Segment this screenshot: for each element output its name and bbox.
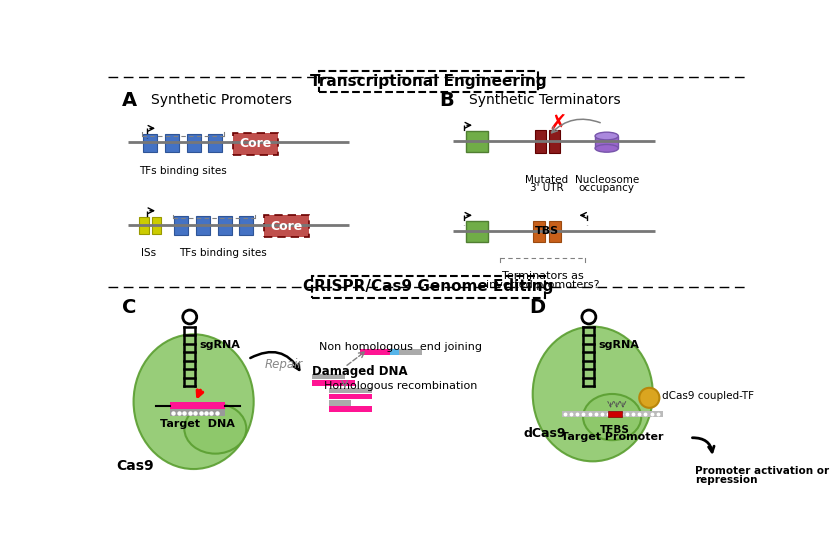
FancyBboxPatch shape (466, 131, 488, 152)
Bar (174, 216, 188, 235)
Circle shape (640, 388, 660, 408)
Bar (233, 133, 278, 155)
FancyBboxPatch shape (319, 71, 538, 92)
Text: D: D (529, 297, 545, 317)
FancyBboxPatch shape (466, 221, 488, 242)
Text: TFs binding sites: TFs binding sites (139, 166, 227, 176)
Text: Cas9: Cas9 (117, 459, 155, 473)
Bar (609, 411, 622, 417)
Bar (390, 349, 399, 355)
Bar (329, 388, 372, 393)
Text: Core: Core (239, 137, 272, 150)
Bar (329, 394, 372, 399)
Text: Non homologous  end joining: Non homologous end joining (319, 342, 482, 353)
Bar (143, 133, 157, 152)
Text: Target  DNA: Target DNA (160, 419, 235, 429)
Text: repression: repression (695, 475, 757, 485)
Bar (329, 400, 351, 405)
Bar (329, 406, 372, 411)
Bar (152, 217, 161, 234)
Ellipse shape (533, 326, 653, 461)
Text: ISs: ISs (141, 249, 156, 259)
Text: dCas9: dCas9 (523, 427, 566, 440)
Text: Terminators as: Terminators as (502, 271, 584, 281)
Bar (264, 215, 309, 237)
Text: C: C (121, 297, 136, 317)
Text: Homologous recombination: Homologous recombination (324, 381, 477, 391)
Bar (548, 221, 561, 241)
Text: dCas9 coupled-TF: dCas9 coupled-TF (662, 391, 755, 401)
Bar (399, 349, 422, 355)
Ellipse shape (134, 334, 253, 469)
Bar (140, 217, 149, 234)
Bar (312, 374, 344, 379)
Text: 3' UTR: 3' UTR (530, 183, 563, 193)
Text: occupancy: occupancy (579, 183, 635, 193)
Bar (360, 349, 390, 355)
Bar (208, 133, 222, 152)
Bar (171, 409, 225, 416)
Text: TBS: TBS (535, 226, 559, 236)
Bar (595, 136, 619, 148)
Bar (239, 216, 253, 235)
Text: Damaged DNA: Damaged DNA (312, 365, 408, 379)
Text: Target Promoter: Target Promoter (561, 431, 664, 441)
Text: ✗: ✗ (548, 113, 567, 133)
Ellipse shape (184, 404, 247, 454)
Text: Core: Core (271, 220, 303, 232)
Text: Synthetic Promoters: Synthetic Promoters (151, 93, 292, 107)
Bar (165, 133, 179, 152)
Bar (264, 215, 309, 237)
Text: Transcriptional Engineering: Transcriptional Engineering (310, 74, 547, 89)
Ellipse shape (595, 145, 619, 152)
Text: Mutated: Mutated (526, 175, 568, 185)
Bar (533, 221, 545, 241)
Text: inverted promoters?: inverted promoters? (486, 280, 599, 290)
Ellipse shape (583, 394, 641, 440)
Text: Promoter activation or: Promoter activation or (695, 465, 829, 475)
FancyBboxPatch shape (312, 276, 545, 297)
Text: B: B (439, 91, 454, 110)
Bar (186, 133, 201, 152)
Bar (312, 380, 354, 385)
Text: CRISPR/Cas9 Genome Editing: CRISPR/Cas9 Genome Editing (303, 280, 553, 295)
Text: A: A (121, 91, 136, 110)
Ellipse shape (595, 132, 619, 140)
Text: TFBS: TFBS (600, 425, 630, 435)
Bar (171, 403, 225, 409)
Bar (217, 216, 232, 235)
Text: Nucleosome: Nucleosome (574, 175, 639, 185)
Text: sgRNA: sgRNA (599, 340, 639, 350)
Circle shape (582, 310, 596, 324)
Circle shape (183, 310, 196, 324)
Text: Synthetic Terminators: Synthetic Terminators (469, 93, 620, 107)
Text: TFs binding sites: TFs binding sites (179, 249, 267, 259)
Bar (233, 133, 278, 155)
Bar (548, 130, 560, 153)
Bar (535, 130, 546, 153)
Text: sgRNA: sgRNA (199, 340, 240, 350)
Bar (196, 216, 210, 235)
Text: Repair: Repair (265, 358, 303, 371)
Bar (562, 411, 662, 417)
